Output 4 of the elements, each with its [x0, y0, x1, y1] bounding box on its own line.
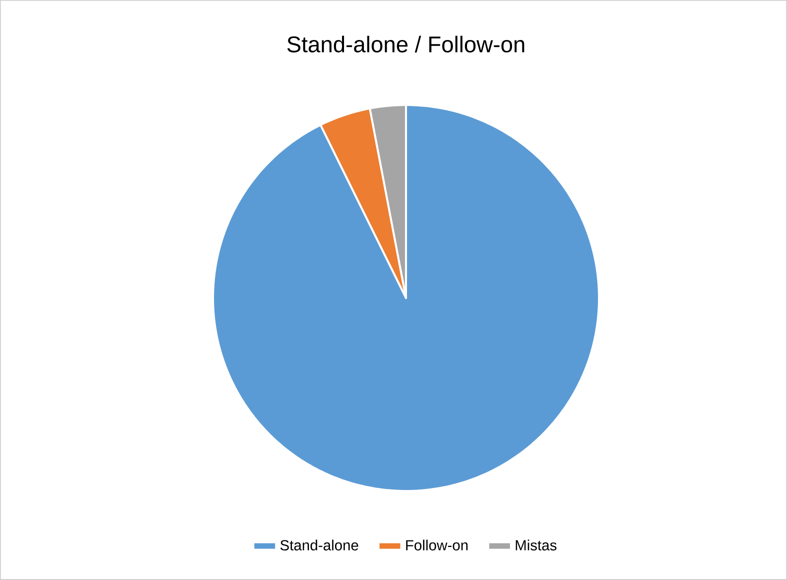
- chart-title: Stand-alone / Follow-on: [287, 36, 524, 52]
- legend-label: Mistas: [516, 540, 556, 550]
- legend-label: Follow-on: [406, 540, 468, 550]
- legend-label: Stand-alone: [280, 540, 358, 550]
